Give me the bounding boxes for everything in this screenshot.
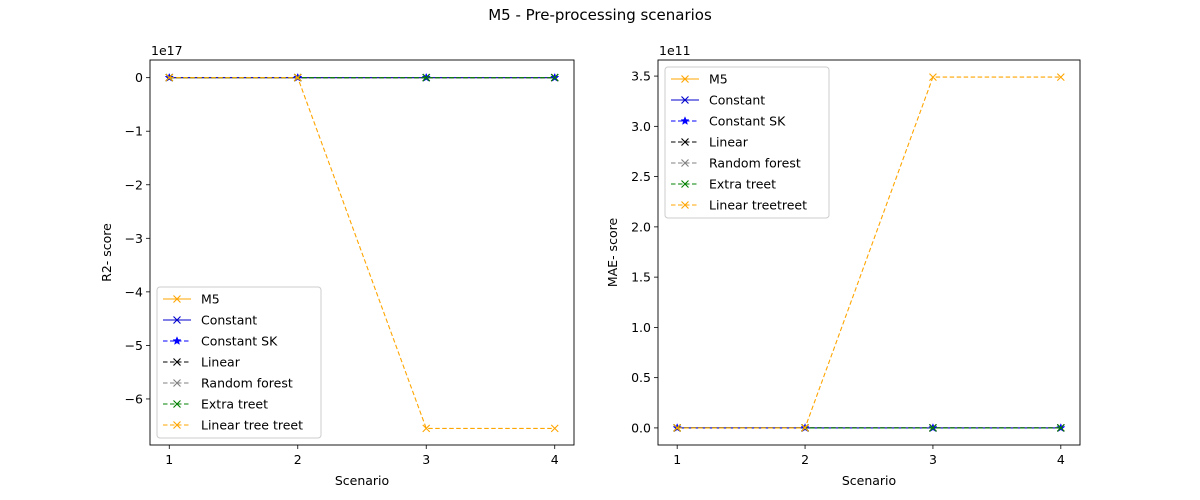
chart-1-y-tick-label: −4 [125,284,143,299]
chart-1-y-tick-label: 0 [135,70,143,85]
chart-2-series-point [929,424,937,432]
chart-1-legend-marker [173,421,181,429]
chart-1-legend-item: Random forest [163,376,293,391]
chart-1-legend-item: Constant [163,313,257,328]
chart-1-offset-text: 1e17 [151,43,183,58]
chart-1-y-tick-label: −2 [125,177,143,192]
chart-1-legend-item: Constant SK [163,334,278,349]
chart-2-y-tick-label: 3.5 [631,69,651,84]
chart-1-y-axis-label: R2- score [99,223,114,282]
chart-1-legend-label: Random forest [201,376,293,391]
chart-1-series-point [550,73,559,82]
chart-1-series-point [422,73,431,82]
chart-2-legend-label: Linear [709,135,749,150]
chart-2-legend-marker [680,116,690,125]
chart-1-series-7 [165,73,559,433]
chart-2-x-tick-label: 1 [673,452,681,467]
chart-1-legend-label: Extra treet [201,397,268,412]
chart-2-legend-label: Constant SK [709,114,786,129]
chart-2-x-tick-label: 4 [1057,452,1065,467]
chart-1-x-tick-label: 4 [551,452,559,467]
chart-2-x-tick-label: 2 [801,452,809,467]
chart-1-legend-item: Extra treet [163,397,268,412]
chart-1-x-tick-label: 1 [165,452,173,467]
chart-2-y-tick-label: 1.5 [631,270,651,285]
chart-2-legend-label: Random forest [709,156,801,171]
chart-2-y-tick-label: 0.0 [631,420,651,435]
chart-2-legend-item: Extra treet [671,177,776,192]
chart-1-legend-label: M5 [201,292,220,307]
chart-1-x-tick-label: 3 [422,452,430,467]
chart-1-legend-item: Linear [163,355,241,370]
chart-2-legend-marker [681,138,689,146]
chart-2-series-line [677,76,1061,429]
chart-1-y-tick-label: −3 [125,231,143,246]
chart-1-legend-label: Linear tree treet [201,418,303,433]
chart-1-series-point [422,424,431,433]
chart-1-legend-marker [173,358,181,366]
chart-2-y-tick-label: 0.5 [631,370,651,385]
chart-2: 1 2 3 4 0.0 0.5 1.0 1.5 2.0 2.5 3.0 3.5 Scenario MAE-… [605,43,1081,488]
chart-2-series-point [673,424,682,432]
chart-1-legend-item: M5 [163,292,220,307]
chart-2-legend-item: Constant SK [671,114,786,129]
chart-1-series-point [550,424,559,433]
chart-2-series-point [801,424,809,432]
chart-2-series-point [929,73,937,81]
chart-2-axes-frame [657,59,1081,446]
chart-2-series-7 [673,73,1065,432]
chart-1-legend-marker [173,379,181,387]
chart-2-legend-marker [681,201,689,209]
chart-1-y-tick-label: −1 [125,124,143,139]
chart-1-legend-box [156,286,322,439]
chart-1-legend-label: Linear [201,355,241,370]
figure-title: M5 - Pre-processing scenarios [488,6,712,24]
chart-2-legend-item: Constant [671,93,765,108]
chart-2-y-tick-label: 2.0 [631,219,651,234]
chart-1-legend-item: Linear tree treet [163,418,303,433]
chart-2-legend-item: Random forest [671,156,801,171]
chart-1-series-point [165,73,174,82]
chart-2-x-tick-label: 3 [929,452,937,467]
chart-1-legend-marker [173,400,181,408]
chart-2-series-point [1056,73,1065,81]
chart-1-legend-label: Constant [201,313,257,328]
chart-2-y-axis-label: MAE- score [605,218,620,288]
chart-1-legend-marker [173,316,181,324]
chart-1-legend-marker [173,295,181,303]
chart-2-y-tick-label: 3.0 [631,119,651,134]
chart-2-legend-label: M5 [709,72,728,87]
chart-2-offset-text: 1e11 [659,43,691,58]
chart-1-y-tick-label: −5 [125,338,143,353]
chart-1-axes-frame [149,59,575,446]
chart-1: 1 2 3 4 0 −1 −2 −3 −4 −5 −6 Scenario R2- score 1e17 M5… [99,43,575,488]
chart-2-legend-marker [681,180,689,188]
chart-1-legend-marker [172,336,182,345]
chart-1-x-axis-label: Scenario [335,473,389,488]
chart-2-legend-item: Linear treetreet [671,198,807,213]
chart-2-legend-item: Linear [671,135,749,150]
chart-1-legend: M5 Constant Constant SK Linear Random forest… [156,286,322,439]
chart-2-legend-label: Linear treetreet [709,198,807,213]
chart-1-legend-label: Constant SK [201,334,278,349]
chart-2-legend-item: M5 [671,72,728,87]
chart-1-x-tick-label: 2 [294,452,302,467]
chart-1-y-tick-label: −6 [125,391,143,406]
chart-2-y-tick-label: 1.0 [631,320,651,335]
chart-2-legend-marker [681,96,689,104]
chart-2-series-point [1056,424,1065,432]
chart-2-x-axis-label: Scenario [842,473,896,488]
chart-1-series-point [293,73,302,82]
chart-2-legend: M5 Constant Constant SK Linear Random forest… [664,66,830,219]
chart-2-y-tick-label: 2.5 [631,169,651,184]
chart-2-legend-label: Extra treet [709,177,776,192]
chart-1-series-line [169,77,555,429]
chart-2-legend-marker [681,75,689,83]
chart-2-legend-marker [681,159,689,167]
chart-2-legend-box [664,66,830,219]
chart-2-legend-label: Constant [709,93,765,108]
